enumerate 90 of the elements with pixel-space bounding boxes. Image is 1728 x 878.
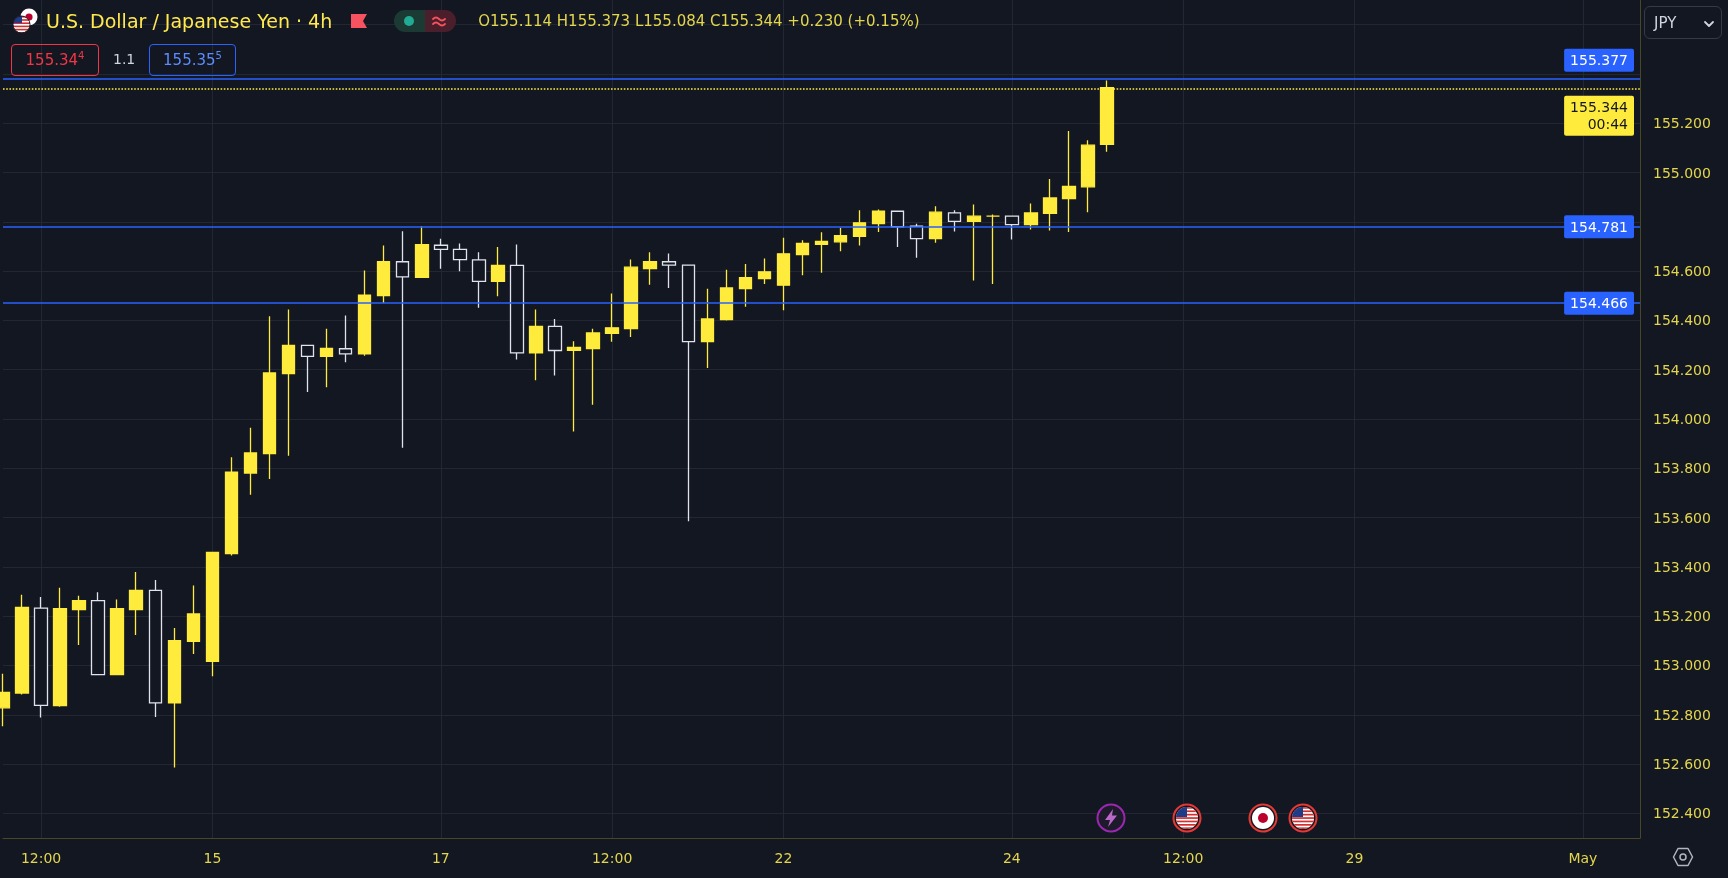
candlestick <box>566 340 582 433</box>
x-tick-label: 12:00 <box>1162 850 1204 866</box>
candlestick <box>243 427 258 496</box>
candlestick <box>585 328 601 406</box>
candlestick <box>128 571 144 636</box>
y-tick-label: 153.400 <box>1653 558 1711 575</box>
candlestick <box>795 239 810 276</box>
candlestick <box>985 213 1001 285</box>
candlestick <box>281 308 296 457</box>
ref-line-label: 155.344 00:44 <box>1570 99 1629 133</box>
candlestick <box>167 627 182 769</box>
x-tick-label: 29 <box>1345 850 1364 866</box>
price-button: 155.35$^{5}$ <box>149 44 236 76</box>
candlestick <box>871 208 886 233</box>
candlestick <box>414 225 430 278</box>
candlestick <box>357 269 372 357</box>
candlestick <box>262 315 277 480</box>
ref-line-label: 155.377 <box>1570 52 1628 69</box>
currency-select: JPY <box>1644 6 1722 39</box>
candlestick <box>90 591 106 676</box>
candlestick <box>890 210 905 248</box>
candlestick <box>1023 202 1039 231</box>
candlestick <box>471 251 487 309</box>
x-tick-label: 12:00 <box>591 850 633 866</box>
y-tick-label: 155.200 <box>1653 115 1711 132</box>
x-tick-label: 24 <box>1002 850 1021 866</box>
candlestick <box>148 579 163 718</box>
x-tick-label: 15 <box>203 850 222 866</box>
y-tick-label: 154.600 <box>1653 263 1711 280</box>
candlestick <box>814 231 829 274</box>
y-tick-label: 153.200 <box>1653 608 1711 625</box>
candlestick <box>14 594 30 696</box>
annotation: 1.1 <box>113 51 136 67</box>
candlestick <box>928 205 943 244</box>
price-button: 155.34$^{4}$ <box>11 44 99 76</box>
candlestick <box>490 246 506 297</box>
annotation: O155.114 H155.373 L155.084 C155.344 +0.230 (+0.15%) <box>478 12 920 30</box>
y-tick-label: 154.400 <box>1653 312 1711 329</box>
candlestick <box>757 257 772 285</box>
y-tick-label: 154.200 <box>1653 361 1711 378</box>
candlestick <box>947 209 962 233</box>
candlestick <box>623 258 639 338</box>
y-tick-label: 153.600 <box>1653 509 1711 526</box>
candlestick <box>452 242 468 273</box>
candlestick <box>547 318 563 377</box>
ref-line-label: 154.781 <box>1570 218 1628 235</box>
candlestick <box>1004 215 1020 241</box>
y-tick-label: 152.600 <box>1653 756 1711 773</box>
y-tick-label: 152.800 <box>1653 706 1711 723</box>
candlestick <box>1042 178 1058 232</box>
y-tick-label: 152.400 <box>1653 805 1711 822</box>
candlestick <box>528 308 544 381</box>
candlestick <box>738 263 753 308</box>
candlestick <box>642 251 658 286</box>
x-tick-label: May <box>1568 850 1598 866</box>
candlestick <box>681 264 696 522</box>
candlestick <box>319 328 334 388</box>
candlestick <box>1061 130 1077 233</box>
y-tick-label: 155.000 <box>1653 164 1711 181</box>
candlestick <box>395 230 410 449</box>
candlestick <box>376 244 391 304</box>
x-tick-label: 12:00 <box>20 850 62 866</box>
candlestick <box>700 288 715 369</box>
candlestick <box>338 314 353 363</box>
candlestick <box>509 243 525 361</box>
x-tick-label: 22 <box>774 850 793 866</box>
candlestick <box>109 598 125 676</box>
ref-line-label: 154.466 <box>1570 295 1629 312</box>
candlestick <box>52 587 68 708</box>
candlestick <box>71 595 87 646</box>
candlestick <box>1080 139 1096 213</box>
y-tick-label: 153.800 <box>1653 460 1711 477</box>
candlestick <box>224 456 239 557</box>
candlestick <box>33 596 49 719</box>
y-tick-label: 153.000 <box>1653 657 1711 674</box>
y-tick-label: 154.000 <box>1653 411 1711 427</box>
candlestick <box>205 551 220 677</box>
candlestick <box>186 584 201 655</box>
candlestick <box>966 203 982 282</box>
candlestick <box>719 268 734 322</box>
candlestick <box>433 238 449 270</box>
candlestick <box>833 227 848 252</box>
x-tick-label: 17 <box>431 850 450 866</box>
text: U.S. Dollar / Japanese Yen · 4h <box>46 10 333 32</box>
annotation: 155.35$^{5}$ <box>163 50 222 69</box>
candlestick <box>661 252 677 289</box>
candlestick <box>604 292 620 343</box>
annotation: 155.34$^{4}$ <box>25 50 85 69</box>
candlestick <box>776 237 791 311</box>
candlestick <box>300 344 315 393</box>
